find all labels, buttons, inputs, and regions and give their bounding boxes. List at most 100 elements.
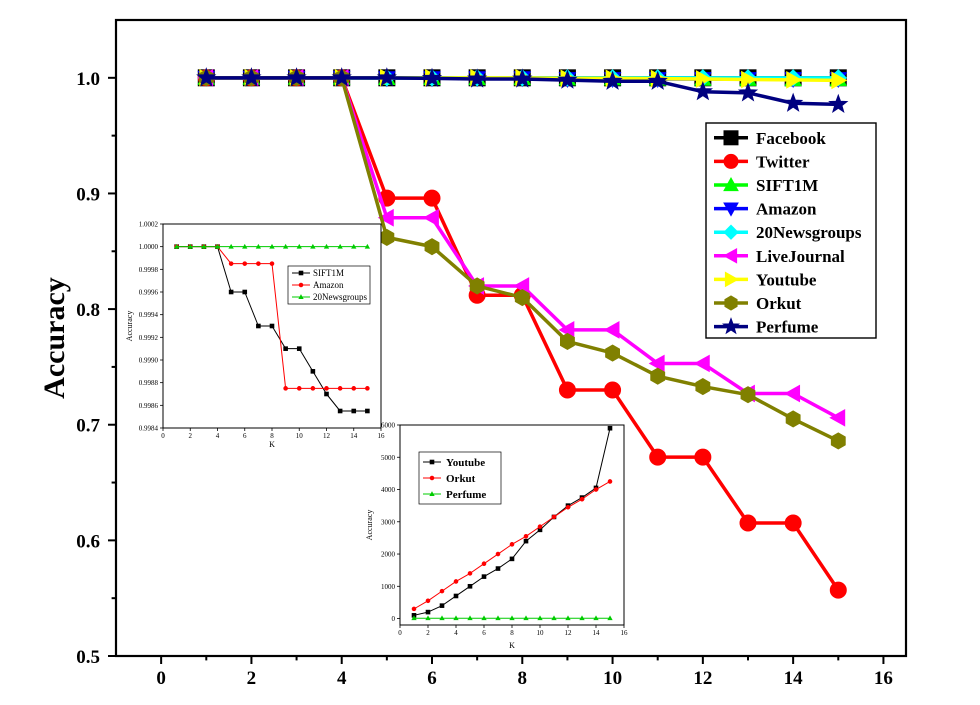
inset1-point-20newsgroups	[364, 243, 371, 249]
main-legend-label: Facebook	[756, 129, 826, 148]
inset2-point-orkut	[453, 579, 459, 584]
inset1-x-tick-label: 10	[296, 432, 304, 440]
inset2-point-perfume	[495, 615, 501, 621]
main-y-tick-label: 0.8	[76, 300, 100, 321]
inset-plot-youtube-orkut: 0 2 4 6 8 10 12 14 16 0 1000 2000 3000 4000 5000 6000 Ac…	[365, 422, 628, 651]
inset1-point-20newsgroups	[337, 243, 343, 249]
main-x-tick-label: 10	[603, 668, 622, 689]
inset1-x-tick-label: 12	[323, 432, 331, 440]
inset1-point-20newsgroups	[310, 243, 316, 249]
main-legend-entry-facebook: Facebook	[714, 129, 826, 148]
inset1-point-20newsgroups	[323, 243, 330, 249]
inset1-legend-label: Amazon	[313, 280, 344, 290]
inset2-y-tick-label: 2000	[381, 551, 396, 559]
inset2-point-youtube	[495, 566, 501, 571]
main-point-perfume	[467, 68, 488, 88]
main-point-orkut	[379, 228, 395, 246]
main-point-orkut	[650, 367, 666, 385]
inset1-legend: SIFT1M Amazon 20Newsgroups	[287, 265, 371, 305]
main-x-tick-label: 0	[156, 668, 166, 689]
inset2-legend-entry-youtube: Youtube	[423, 457, 485, 469]
inset2-point-orkut	[481, 561, 487, 567]
inset1-point-sift1m	[242, 289, 248, 295]
inset1-legend-entry-sift1m: SIFT1M	[292, 268, 344, 278]
inset1-legend-label: SIFT1M	[313, 268, 344, 278]
inset2-x-axis-title: K	[509, 641, 515, 650]
main-point-perfume	[783, 92, 804, 112]
main-point-twitter	[829, 581, 847, 599]
main-legend-label: 20Newsgroups	[756, 223, 862, 242]
main-point-perfume	[512, 68, 533, 88]
inset1-x-tick-label: 16	[378, 432, 386, 440]
main-point-twitter	[784, 514, 802, 532]
inset1-point-sift1m	[351, 408, 357, 414]
inset1-point-20newsgroups	[255, 243, 262, 249]
main-legend-marker-livejournal	[722, 247, 738, 264]
inset1-point-20newsgroups	[296, 243, 302, 249]
main-legend-marker-facebook	[723, 130, 739, 146]
main-point-orkut	[740, 386, 756, 404]
main-point-perfume	[286, 67, 307, 87]
main-legend-entry-sift1m: SIFT1M	[714, 176, 818, 195]
main-legend-entry-orkut: Orkut	[714, 294, 802, 313]
inset2-point-orkut	[425, 598, 431, 604]
inset1-point-amazon	[228, 261, 234, 266]
main-point-youtube	[741, 70, 758, 89]
main-point-perfume	[602, 70, 623, 90]
inset2-y-tick-label: 1000	[381, 583, 396, 591]
inset2-point-youtube	[467, 583, 473, 589]
inset1-point-sift1m	[228, 289, 234, 295]
inset2-point-orkut	[551, 514, 557, 520]
inset1-x-axis-title: K	[269, 440, 275, 449]
main-point-twitter	[423, 189, 441, 207]
main-point-perfume	[196, 67, 217, 87]
inset1-point-20newsgroups	[187, 243, 193, 249]
main-point-orkut	[560, 332, 575, 351]
main-point-perfume	[737, 82, 759, 102]
inset2-x-tick-label: 12	[565, 629, 573, 637]
inset2-point-perfume	[537, 615, 543, 621]
main-point-livejournal	[784, 384, 801, 403]
main-y-tick-label: 0.6	[76, 531, 100, 552]
main-legend-entry-youtube: Youtube	[714, 270, 817, 289]
inset2-point-orkut	[439, 588, 445, 594]
inset1-point-sift1m	[256, 323, 261, 329]
inset2-series-orkut	[411, 479, 613, 612]
main-plot: 0 2 4 6 8 10 12 14 16 0.5 0.6 0.7 0.8 0.9 1.0 Accuracy F…	[38, 18, 908, 689]
inset1-point-20newsgroups	[351, 243, 357, 249]
inset2-point-perfume	[439, 615, 445, 621]
main-point-livejournal	[377, 208, 394, 227]
inset1-point-sift1m	[365, 408, 370, 414]
inset1-x-tick-label: 4	[216, 432, 220, 440]
main-point-livejournal	[693, 354, 710, 373]
inset1-y-tick-label: 0.9990	[139, 357, 159, 365]
inset2-series-perfume	[411, 615, 613, 621]
inset1-point-amazon	[324, 386, 329, 391]
main-legend-entry-amazon: Amazon	[714, 200, 817, 219]
inset1-y-axis-title: Accuracy	[125, 311, 134, 342]
inset2-legend-label: Youtube	[446, 457, 485, 469]
main-point-perfume	[557, 69, 578, 89]
inset2-point-perfume	[607, 615, 613, 621]
inset1-point-amazon	[283, 386, 288, 391]
main-legend-label: Youtube	[756, 270, 817, 289]
inset1-point-amazon	[365, 386, 370, 391]
inset2-x-tick-label: 8	[510, 629, 514, 637]
main-legend-entry-20newsgroups: 20Newsgroups	[714, 223, 862, 242]
inset2-legend-marker-orkut	[429, 475, 435, 481]
inset1-x-tick-label: 14	[350, 432, 358, 440]
inset2-y-tick-label: 3000	[381, 518, 396, 526]
main-point-perfume	[421, 67, 443, 88]
inset2-point-perfume	[565, 615, 571, 621]
main-point-twitter	[558, 381, 576, 399]
inset1-point-20newsgroups	[173, 243, 180, 249]
main-legend-marker-perfume	[721, 317, 741, 335]
inset1-x-tick-label: 2	[189, 432, 193, 440]
inset1-y-tick-label: 0.9996	[139, 289, 159, 297]
inset2-point-orkut	[593, 487, 599, 492]
inset2-x-tick-label: 4	[454, 629, 458, 637]
main-y-tick-label: 0.5	[76, 647, 100, 668]
inset1-y-tick-label: 1.0002	[139, 221, 159, 229]
main-point-orkut	[785, 410, 801, 428]
